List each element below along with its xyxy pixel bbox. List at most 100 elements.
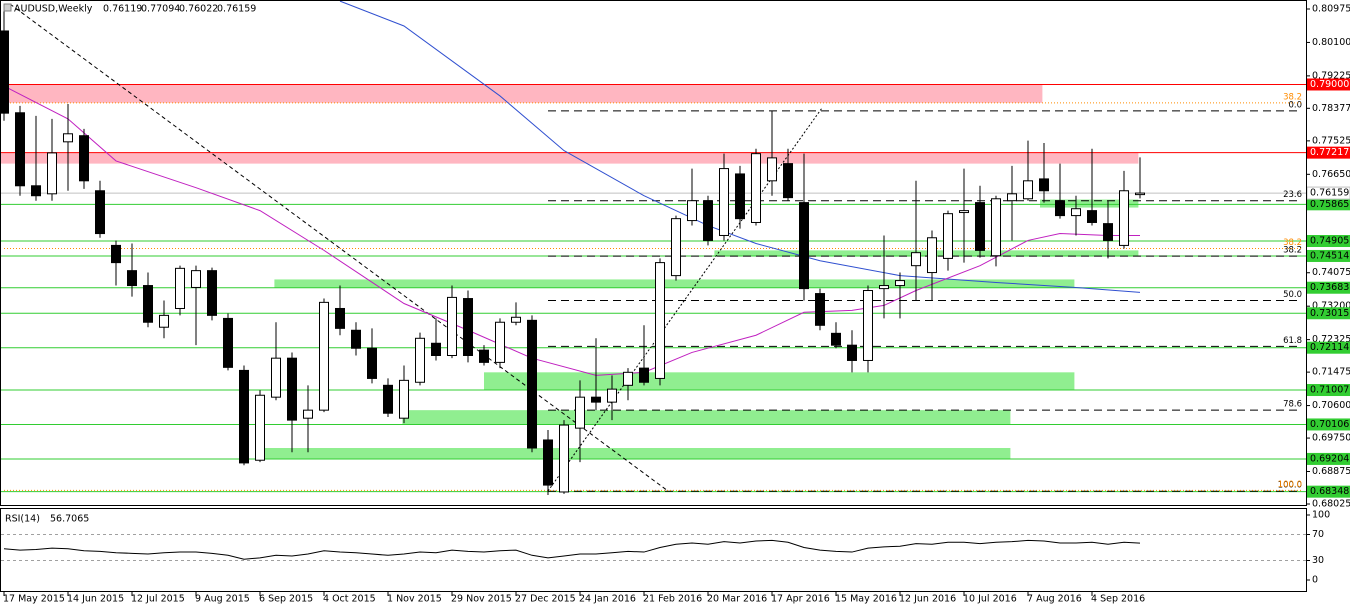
candle-body — [143, 285, 153, 323]
current-price-label: 0.76159 — [1310, 188, 1349, 199]
price-axis: 0.80975 0.80100 0.79225 0.78377 0.77525 0.766… — [1306, 3, 1350, 510]
candle-body — [655, 262, 665, 379]
candle-body — [15, 112, 25, 187]
candle-body — [559, 424, 569, 493]
x-tick-label: 24 Jan 2016 — [579, 594, 636, 605]
candle-body — [351, 329, 361, 349]
x-tick-label: 17 May 2015 — [3, 594, 65, 605]
candle-body — [255, 394, 265, 461]
candle-body — [607, 388, 617, 403]
candle-body — [223, 317, 233, 368]
level-label-bg — [1307, 198, 1350, 211]
candle-body — [815, 293, 825, 326]
level-label-bg — [1307, 235, 1350, 248]
chart-icon — [3, 3, 12, 12]
level-label-bg — [1307, 78, 1350, 91]
y-tick-label: 0.77525 — [1312, 135, 1350, 146]
y-tick-label: 0.73200 — [1312, 301, 1350, 312]
level-label-bg — [1307, 281, 1350, 294]
fib-label: 100.0 — [1278, 481, 1302, 491]
candle-body — [0, 30, 9, 114]
rsi-tick-label: 0 — [1312, 575, 1318, 586]
y-tick-label: 0.76650 — [1312, 169, 1350, 180]
candle-body — [767, 157, 777, 182]
candle-body — [1103, 223, 1113, 241]
candle-body — [895, 280, 905, 287]
y-tick-label: 0.71475 — [1312, 367, 1350, 378]
y-tick-label: 0.74075 — [1312, 267, 1350, 278]
candle-body — [239, 369, 249, 464]
candle-body — [879, 285, 889, 290]
header-high: 0.77094 — [141, 4, 180, 15]
level-label-bg — [1307, 485, 1350, 498]
level-label: 0.77217 — [1310, 147, 1349, 158]
zone — [484, 372, 1075, 391]
zones — [0, 84, 1139, 459]
level-label: 0.68348 — [1310, 486, 1349, 497]
candle-body — [751, 153, 761, 223]
candle-body — [95, 190, 105, 235]
y-tick-label: 0.72325 — [1312, 334, 1350, 345]
candle-body — [1007, 193, 1017, 202]
level-label-bg — [1307, 146, 1350, 159]
candle-body — [303, 409, 313, 419]
candle-body — [703, 200, 713, 241]
candle-body — [415, 337, 425, 383]
candle-body — [79, 135, 89, 182]
lines: 0.023.638.250.061.878.6100.038.238.2100.… — [0, 83, 1306, 493]
candle-body — [287, 357, 297, 421]
candle-body — [1071, 208, 1081, 217]
rsi-title: RSI(14) — [5, 514, 40, 525]
x-tick-label: 15 May 2016 — [835, 594, 897, 605]
moving-average — [3, 85, 1140, 376]
x-tick-label: 21 Feb 2016 — [643, 594, 702, 605]
rsi-pane: 100 70 30 0 — [1, 510, 1330, 586]
level-label: 0.73015 — [1310, 308, 1349, 319]
candle-body — [63, 133, 73, 143]
x-tick-label: 29 Nov 2015 — [451, 594, 512, 605]
level-label-bg — [1307, 307, 1350, 320]
x-tick-label: 20 Mar 2016 — [707, 594, 767, 605]
zone — [274, 279, 1075, 288]
moving-average — [339, 0, 1141, 293]
candle-body — [991, 198, 1001, 257]
header-low: 0.76022 — [179, 4, 218, 15]
date-axis: 17 May 2015 14 Jun 2015 12 Jul 2015 9 Aug 2… — [3, 592, 1145, 605]
candle-body — [927, 237, 937, 274]
candle-body — [671, 218, 681, 277]
candle-body — [463, 298, 473, 357]
level-label: 0.73683 — [1310, 282, 1349, 293]
candle-body — [383, 384, 393, 414]
zone — [0, 152, 1139, 164]
candle-body — [847, 344, 857, 361]
zone — [0, 84, 1043, 103]
x-tick-label: 9 Aug 2015 — [195, 594, 250, 605]
y-tick-label: 0.79225 — [1312, 70, 1350, 81]
rsi-tick-label: 100 — [1312, 510, 1330, 521]
candle-body — [1023, 180, 1033, 200]
y-tick-label: 0.70600 — [1312, 400, 1350, 411]
level-label-bg — [1307, 452, 1350, 465]
moving-averages — [3, 0, 1141, 376]
x-tick-label: 6 Sep 2015 — [259, 594, 313, 605]
candle-body — [543, 439, 553, 486]
candle-body — [127, 270, 137, 287]
candles — [0, 6, 1145, 496]
x-tick-label: 12 Jun 2016 — [899, 594, 956, 605]
x-tick-label: 17 Apr 2016 — [771, 594, 830, 605]
header-close: 0.76159 — [217, 4, 256, 15]
x-tick-label: 10 Jul 2016 — [963, 594, 1017, 605]
candle-body — [1119, 190, 1129, 246]
candle-body — [719, 168, 729, 236]
candle-body — [271, 357, 281, 398]
y-tick-label: 0.68025 — [1312, 499, 1350, 510]
x-tick-label: 4 Sep 2016 — [1091, 594, 1145, 605]
fib-label: 61.8 — [1283, 336, 1302, 346]
candle-body — [1135, 192, 1145, 196]
candle-body — [943, 213, 953, 259]
candle-body — [1087, 210, 1097, 223]
x-tick-label: 27 Dec 2015 — [515, 594, 576, 605]
fib-label: 100.0 — [1278, 480, 1302, 490]
y-tick-label: 0.80100 — [1312, 37, 1350, 48]
header-open: 0.76119 — [103, 4, 142, 15]
